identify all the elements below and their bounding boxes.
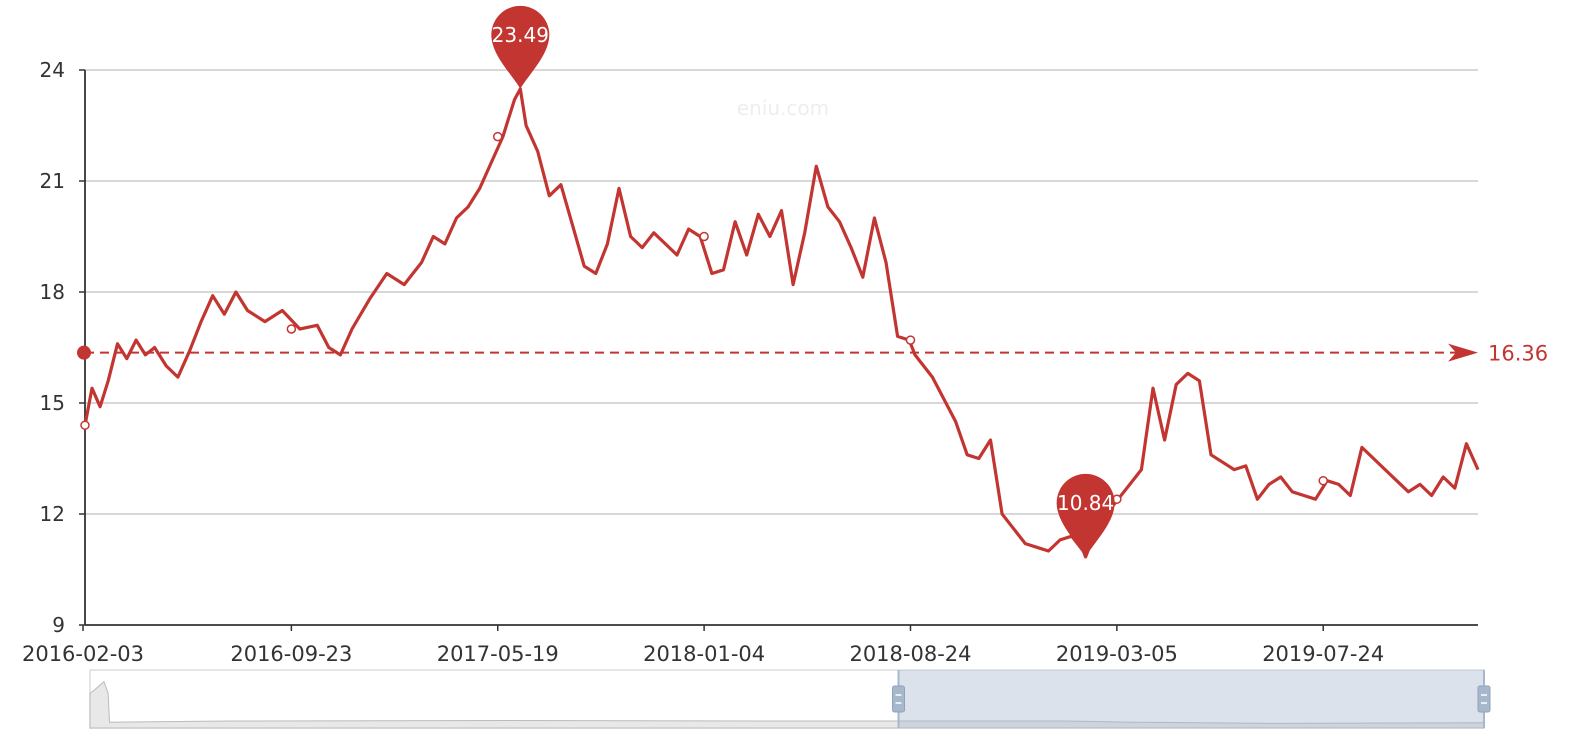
y-tick-label: 9 (52, 613, 65, 637)
watermark: eniu.com (737, 96, 829, 120)
x-tick-label: 2018-08-24 (849, 642, 971, 666)
datazoom-slider[interactable] (89, 669, 1491, 729)
y-tick-label: 12 (40, 502, 65, 526)
x-tick-label: 2016-02-03 (22, 642, 144, 666)
axes: 9 12 15 18 21 24 2016-02-03 2016-09-23 2017-05-1… (22, 58, 1478, 666)
markers: 23.49 10.84 (491, 5, 1115, 557)
average-start-dot (77, 345, 91, 360)
y-tick-label: 21 (40, 169, 65, 193)
series-point (905, 335, 916, 345)
series-point (286, 324, 297, 334)
x-tick-label: 2019-03-05 (1056, 642, 1178, 666)
datazoom-track (89, 669, 1485, 729)
marker-pin (491, 5, 550, 89)
x-tick-label: 2018-01-04 (643, 642, 765, 666)
average-line: 16.36 (77, 342, 1548, 366)
series-layer[interactable] (80, 87, 1480, 559)
y-tick-label: 15 (40, 391, 65, 415)
y-tick-label: 24 (40, 58, 65, 82)
marker-max: 23.49 (491, 5, 550, 89)
marker-label: 10.84 (1057, 491, 1114, 515)
average-label: 16.36 (1488, 342, 1548, 366)
x-tick-label: 2017-05-19 (437, 642, 559, 666)
price-series-line (83, 87, 1480, 559)
series-point (80, 420, 90, 430)
marker-pin (1056, 473, 1115, 557)
datazoom-shadow (89, 680, 1485, 729)
x-tick-label: 2016-09-23 (230, 642, 352, 666)
grid-lines (85, 69, 1478, 515)
marker-label: 23.49 (492, 23, 549, 47)
series-point (492, 131, 503, 142)
datazoom-handle-end[interactable] (1477, 685, 1491, 713)
y-tick-label: 18 (40, 280, 65, 304)
datazoom-selection[interactable] (898, 670, 1484, 728)
series-point (699, 231, 709, 242)
series-point (1318, 475, 1328, 486)
marker-min: 10.84 (1056, 473, 1115, 557)
average-arrow (1448, 343, 1478, 362)
x-tick-label: 2019-07-24 (1262, 642, 1384, 666)
datazoom-handle-start[interactable] (892, 685, 906, 713)
